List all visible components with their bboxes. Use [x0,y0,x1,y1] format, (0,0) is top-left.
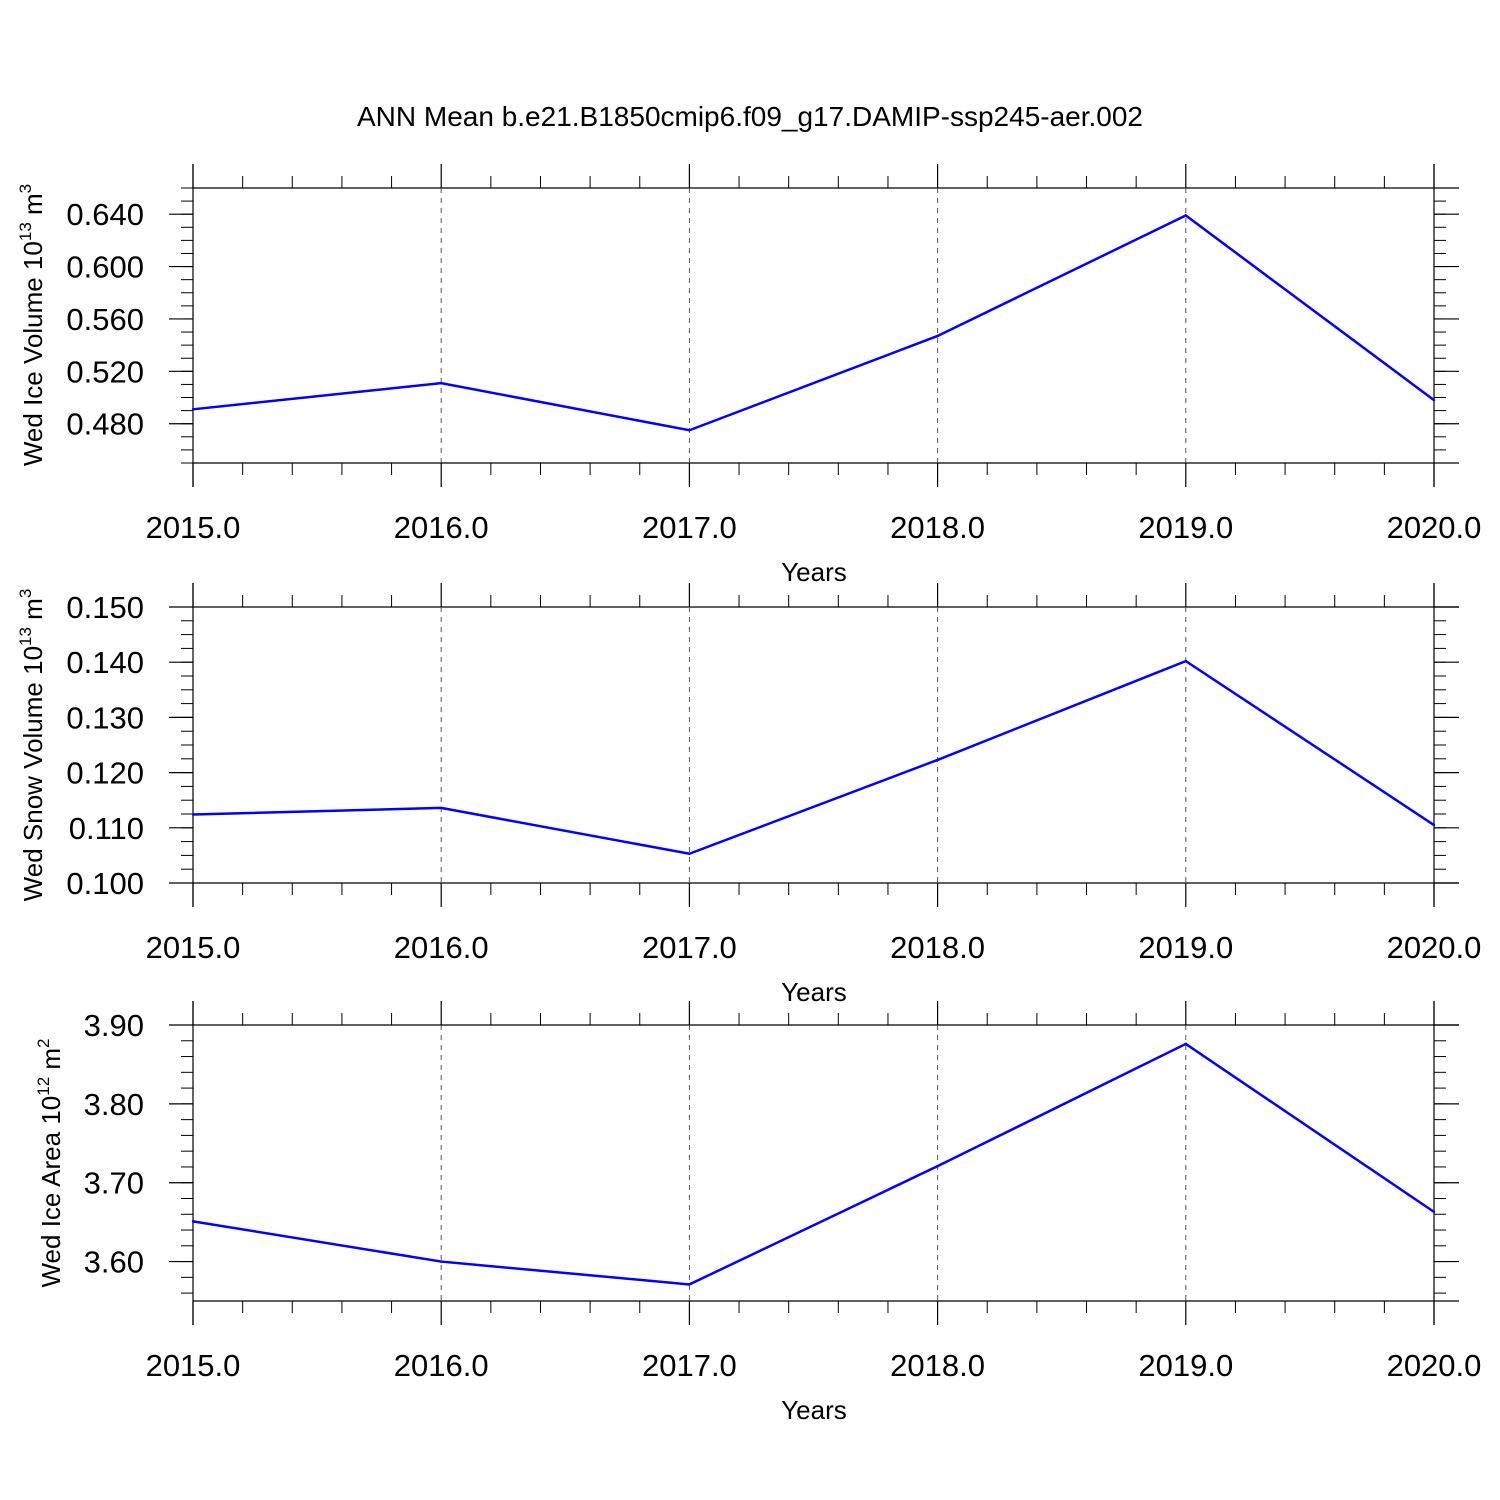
x-tick-label: 2020.0 [1387,510,1482,545]
x-tick-label: 2018.0 [890,510,985,545]
series-line [192,659,1435,856]
y-tick-label: 0.100 [66,866,144,901]
panel-1: 2015.0 2016.0 2017.0 2018.0 2019.0 2020.0 Year… [16,164,1481,587]
x-tick-label: 2019.0 [1138,930,1233,965]
data-point [688,852,691,855]
data-point [191,813,195,816]
x-tick-label: 2018.0 [890,1348,985,1383]
y-tick-label: 0.640 [66,197,144,232]
x-tick-label: 2017.0 [642,1348,737,1383]
y-tick-label: 0.120 [66,756,144,791]
data-point [688,429,691,432]
x-tick-label: 2015.0 [146,930,241,965]
x-tick-label: 2019.0 [1138,1348,1233,1383]
data-point [1432,398,1436,402]
data-point [191,1220,195,1223]
x-axis-label: Years [781,1395,847,1425]
data-point [440,381,443,385]
x-tick-label: 2015.0 [146,510,241,545]
data-point [1432,1210,1436,1214]
y-tick-label: 0.150 [66,590,144,625]
x-tick-label: 2018.0 [890,930,985,965]
data-point [688,1283,691,1286]
y-axis-label: Wed Snow Volume 1013 m3 [16,589,48,902]
y-tick-label: 0.560 [66,302,144,337]
series-line [192,1042,1435,1286]
y-tick-label: 3.70 [84,1166,144,1201]
chart-title: ANN Mean b.e21.B1850cmip6.f09_g17.DAMIP-… [357,101,1143,132]
data-point [936,1164,939,1168]
series-line [192,214,1435,432]
data-point [440,1260,443,1263]
y-tick-label: 0.110 [69,811,144,846]
x-tick-label: 2016.0 [394,930,489,965]
x-tick-label: 2020.0 [1387,930,1482,965]
y-axis-label: Wed Ice Area 1012 m2 [34,1038,66,1287]
data-point [936,334,939,338]
x-tick-label: 2017.0 [642,930,737,965]
x-axis-label: Years [781,557,847,587]
data-point [1184,214,1188,217]
y-tick-label: 0.600 [66,250,144,285]
x-tick-label: 2020.0 [1387,1348,1482,1383]
x-tick-label: 2016.0 [394,510,489,545]
x-tick-label: 2019.0 [1138,510,1233,545]
data-point [1184,659,1188,663]
data-point [440,806,443,810]
y-tick-label: 3.60 [84,1245,144,1280]
y-tick-label: 3.80 [84,1087,144,1122]
data-point [191,408,195,411]
y-tick-label: 0.140 [66,645,144,680]
x-tick-label: 2017.0 [642,510,737,545]
panel-3: 2015.0 2016.0 2017.0 2018.0 2019.0 2020.0 Year… [34,1001,1481,1425]
x-tick-label: 2015.0 [146,1348,241,1383]
data-point [1432,823,1436,827]
x-axis-label: Years [781,977,847,1007]
y-tick-label: 0.480 [66,407,144,442]
y-tick-label: 0.520 [66,354,144,389]
y-axis-label: Wed Ice Volume 1013 m3 [16,184,48,466]
y-tick-label: 3.90 [84,1008,144,1043]
data-point [1184,1042,1188,1046]
panel-2: 2015.0 2016.0 2017.0 2018.0 2019.0 2020.0 Year… [16,583,1481,1007]
y-tick-label: 0.130 [66,700,144,735]
x-tick-label: 2016.0 [394,1348,489,1383]
data-point [936,758,939,762]
